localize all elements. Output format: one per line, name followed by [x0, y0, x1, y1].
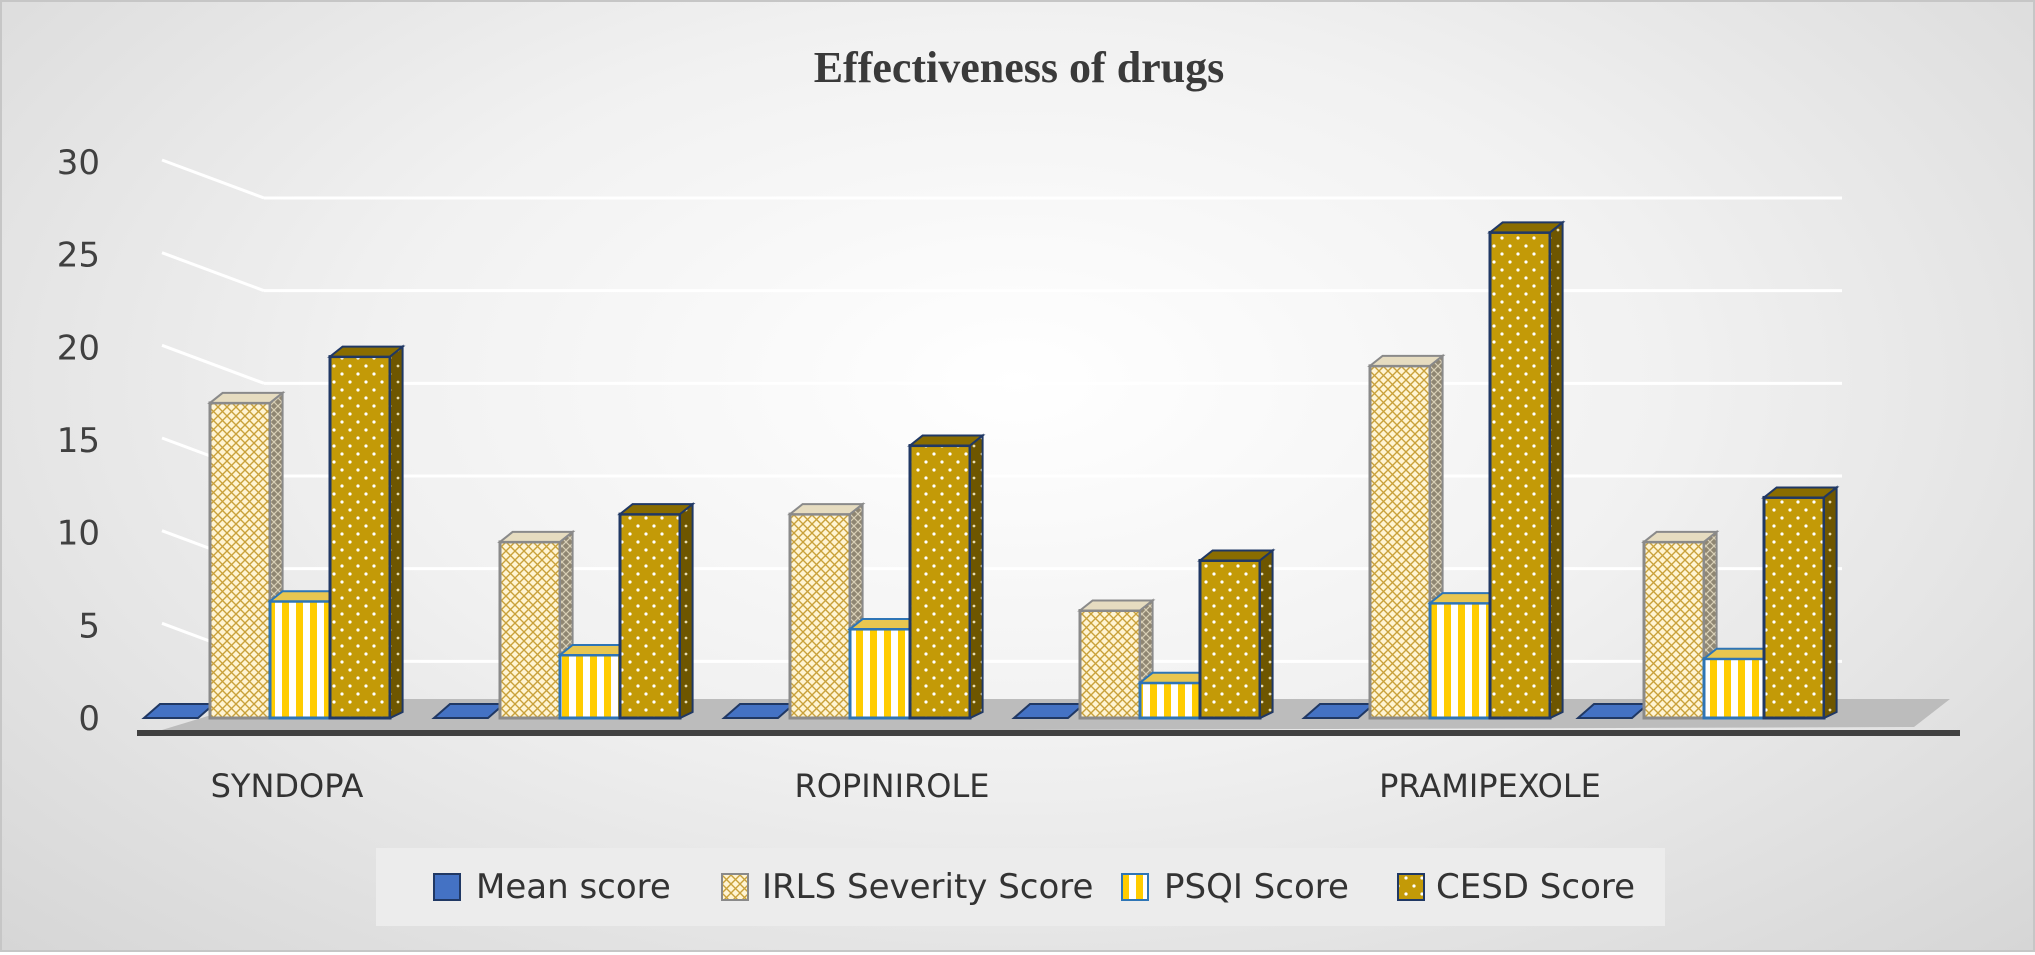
x-category-label: SYNDOPA [211, 767, 364, 805]
bar-side-cesd-4 [1549, 220, 1564, 720]
bar-side-cesd-3 [1259, 548, 1274, 720]
legend-label-mean: Mean score [476, 867, 671, 907]
x-category-label: ROPINIROLE [795, 767, 990, 805]
bar-series [141, 220, 1840, 720]
bar-irls-1 [498, 540, 562, 720]
chart-title: Effectiveness of drugs [814, 43, 1225, 92]
y-tick-label: 20 [57, 328, 100, 368]
bar-psqi-1 [558, 653, 622, 720]
bar-mean-0 [141, 703, 217, 719]
bar-side-cesd-2 [969, 433, 984, 720]
bar-cesd-5 [1762, 495, 1826, 720]
legend-item-mean: Mean score [433, 867, 671, 907]
legend-item-cesd: CESD Score [1397, 867, 1635, 907]
bar-side-cesd-0 [389, 344, 404, 720]
legend-item-psqi: PSQI Score [1121, 867, 1349, 907]
bar-irls-3 [1078, 609, 1142, 720]
legend-swatch-irls [721, 873, 749, 901]
legend-label-cesd: CESD Score [1436, 867, 1635, 907]
gridline-slant [161, 251, 265, 293]
bar-cesd-4 [1488, 230, 1552, 720]
y-axis-ticks: 0 5 10 15 20 25 30 [57, 143, 100, 739]
y-tick-label: 15 [57, 421, 100, 461]
bar-psqi-0 [268, 599, 332, 720]
bar-psqi-2 [848, 627, 912, 720]
legend-label-irls: IRLS Severity Score [762, 867, 1093, 907]
bar-side-cesd-1 [679, 502, 694, 720]
y-tick-label: 0 [78, 699, 100, 739]
legend-item-irls: IRLS Severity Score [721, 867, 1093, 907]
bar-irls-4 [1368, 364, 1432, 720]
bar-irls-0 [208, 401, 272, 720]
gridline-slant [161, 343, 265, 385]
bar-psqi-3 [1138, 681, 1202, 720]
bar-psqi-5 [1702, 657, 1766, 720]
y-tick-label: 25 [57, 236, 100, 276]
legend-label-psqi: PSQI Score [1164, 867, 1349, 907]
gridline-slant [161, 158, 265, 200]
bar-irls-5 [1642, 540, 1706, 720]
bar-side-cesd-5 [1823, 485, 1838, 720]
legend: Mean score IRLS Severity Score PSQI Scor… [376, 848, 1665, 926]
y-tick-label: 5 [78, 606, 100, 646]
bar-psqi-4 [1428, 601, 1492, 720]
gridlines [161, 158, 1842, 663]
x-axis-labels: SYNDOPA ROPINIROLE PRAMIPEXOLE [211, 767, 1601, 805]
legend-swatch-mean [433, 873, 461, 901]
legend-swatch-psqi [1121, 873, 1149, 901]
y-tick-label: 30 [57, 143, 100, 183]
bar-irls-2 [788, 512, 852, 720]
y-tick-label: 10 [57, 514, 100, 554]
x-category-label: PRAMIPEXOLE [1379, 767, 1601, 805]
bar-cesd-3 [1198, 558, 1262, 720]
legend-background [376, 848, 1665, 926]
bar-cesd-0 [328, 355, 392, 720]
legend-swatch-cesd [1397, 873, 1425, 901]
bar-cesd-1 [618, 512, 682, 720]
bar-cesd-2 [908, 444, 972, 720]
